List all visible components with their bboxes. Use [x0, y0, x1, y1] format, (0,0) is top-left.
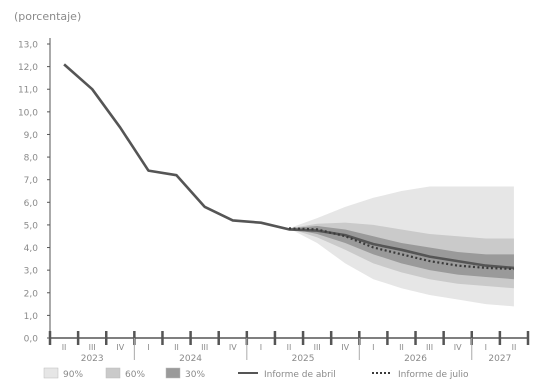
y-tick-label: 2,0 — [24, 289, 39, 299]
legend-swatch — [43, 367, 59, 379]
y-tick-label: 10,0 — [18, 108, 38, 118]
legend-item: Informe de julio — [372, 370, 469, 380]
legend-swatch — [165, 367, 181, 379]
legend-item: 60% — [105, 367, 145, 380]
quarter-label: II — [512, 343, 517, 352]
year-label: 2027 — [488, 354, 511, 364]
fan-bands — [289, 186, 514, 307]
y-tick-label: 7,0 — [24, 176, 39, 186]
quarter-label: II — [174, 343, 179, 352]
quarter-label: IV — [454, 343, 462, 352]
quarter-label: III — [426, 343, 433, 352]
y-tick-label: 11,0 — [18, 86, 38, 96]
legend-item: 90% — [43, 367, 83, 380]
legend-swatch — [105, 367, 121, 379]
year-label: 2023 — [81, 354, 104, 364]
quarter-label: I — [147, 343, 149, 352]
y-tick-label: 1,0 — [24, 312, 39, 322]
legend-label: Informe de julio — [398, 370, 469, 380]
series-line-julio — [288, 227, 514, 271]
y-tick-label: 5,0 — [24, 221, 39, 231]
y-tick-label: 12,0 — [18, 63, 38, 73]
y-tick-label: 0,0 — [24, 335, 39, 345]
y-tick-label: 3,0 — [24, 267, 39, 277]
unit-label: (porcentaje) — [14, 10, 81, 23]
year-label: 2025 — [292, 354, 315, 364]
quarter-label: II — [399, 343, 404, 352]
legend-label: 30% — [185, 370, 205, 380]
legend: 90% 60% 30% Informe de abril Informe de juli… — [43, 367, 469, 380]
legend-label: 60% — [125, 370, 145, 380]
quarter-label: IV — [341, 343, 349, 352]
band-30 — [289, 226, 514, 280]
year-label: 2026 — [404, 354, 427, 364]
quarter-label: II — [287, 343, 292, 352]
series-lines — [63, 63, 515, 271]
y-tick-label: 8,0 — [24, 154, 39, 164]
quarter-label: I — [260, 343, 262, 352]
legend-item: 30% — [165, 367, 205, 380]
quarter-label: I — [485, 343, 487, 352]
year-label: 2024 — [179, 354, 202, 364]
quarter-label: II — [62, 343, 67, 352]
y-tick-label: 13,0 — [18, 41, 38, 51]
y-tick-label: 6,0 — [24, 199, 39, 209]
y-tick-label: 9,0 — [24, 131, 39, 141]
legend-label: 90% — [63, 370, 83, 380]
quarter-label: IV — [229, 343, 237, 352]
y-tick-label: 4,0 — [24, 244, 39, 254]
quarter-label: III — [89, 343, 96, 352]
quarter-label: IV — [116, 343, 124, 352]
quarter-label: I — [372, 343, 374, 352]
legend-item: Informe de abril — [238, 370, 336, 380]
quarter-label: III — [201, 343, 208, 352]
axes — [48, 38, 530, 360]
legend-label: Informe de abril — [264, 370, 336, 380]
quarter-label: III — [314, 343, 321, 352]
y-tick-labels: 0,0 1,0 2,0 3,0 4,0 5,0 6,0 7,0 8,0 9,0 10,0 11,0 12… — [18, 41, 50, 345]
